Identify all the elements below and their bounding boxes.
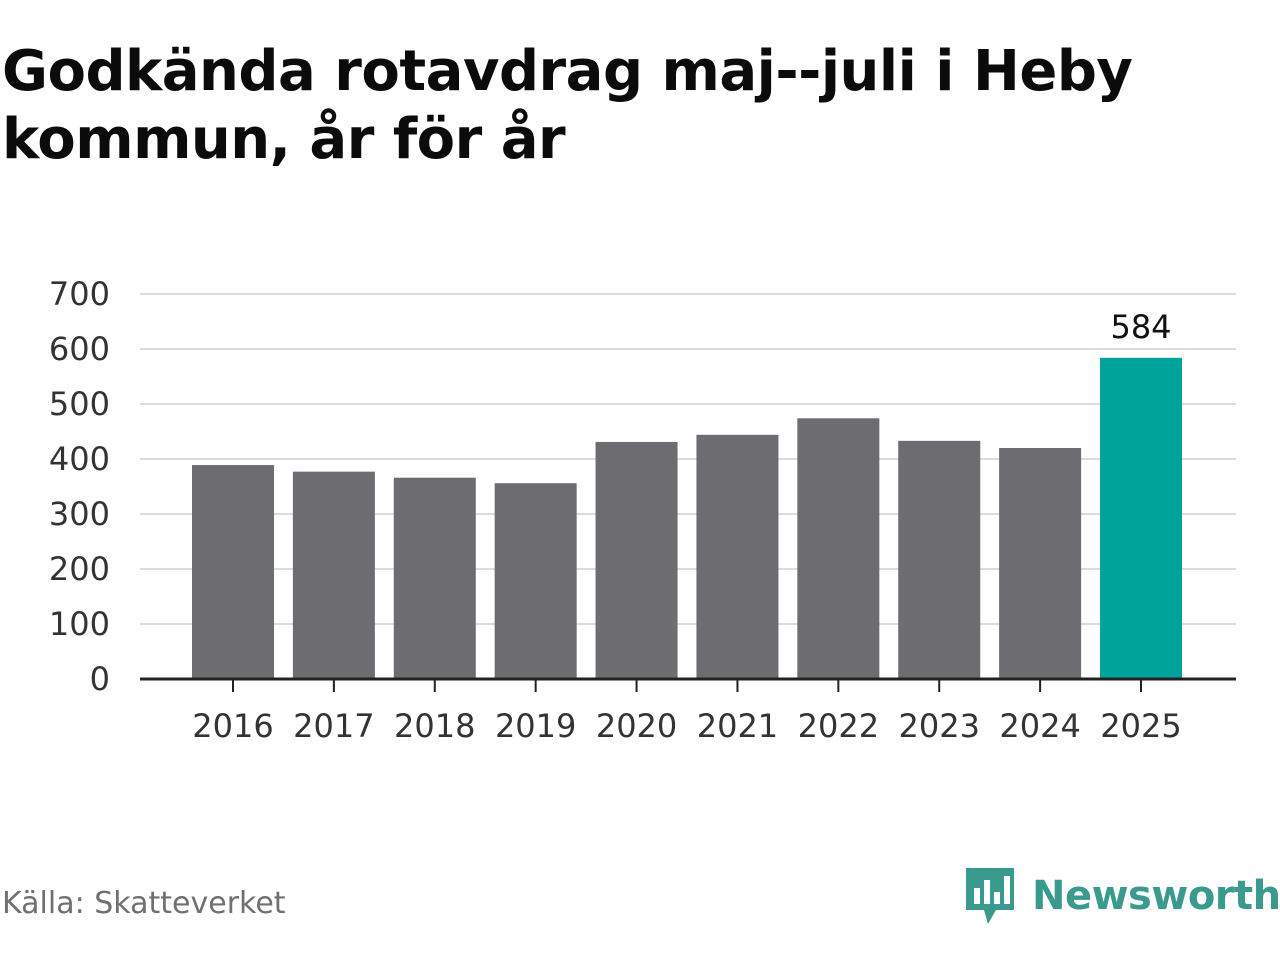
y-tick-label: 600 [49, 330, 110, 368]
x-tick-label: 2024 [999, 707, 1080, 745]
newsworthy-logo-icon [966, 868, 1014, 924]
x-tick-label: 2016 [192, 707, 273, 745]
y-tick-label: 400 [49, 440, 110, 478]
bar [292, 471, 375, 679]
x-tick-label: 2025 [1100, 707, 1181, 745]
y-tick-label: 100 [49, 605, 110, 643]
bar [999, 448, 1082, 679]
chart-title: Godkända rotavdrag maj--juli i Heby komm… [2, 39, 1133, 172]
x-tick-label: 2022 [798, 707, 879, 745]
bar [898, 440, 981, 679]
y-tick-label: 0 [90, 660, 110, 698]
bar [494, 483, 577, 679]
source-note: Källa: Skatteverket [2, 886, 286, 921]
data-label: 584 [1110, 308, 1171, 346]
x-tick-label: 2023 [899, 707, 980, 745]
y-tick-label: 300 [49, 495, 110, 533]
x-tick-label: 2017 [293, 707, 374, 745]
bar [192, 465, 274, 679]
y-tick-label: 700 [49, 275, 110, 313]
brand-logo[interactable]: Newsworthy [964, 864, 1280, 928]
y-tick-label: 500 [49, 385, 110, 423]
x-tick-label: 2021 [697, 707, 778, 745]
bar [797, 418, 880, 679]
y-tick-label: 200 [49, 550, 110, 588]
x-tick-label: 2019 [495, 707, 576, 745]
brand-name: Newsworthy [1032, 873, 1280, 919]
x-tick-label: 2018 [394, 707, 475, 745]
x-tick-label: 2020 [596, 707, 677, 745]
bar [696, 434, 779, 679]
bar-highlight [1100, 357, 1182, 679]
bar [595, 441, 678, 679]
bar [393, 477, 476, 679]
bar-chart: 0 100 200 300 400 500 600 700 2016 2017 2018 2019 20… [49, 275, 1236, 745]
